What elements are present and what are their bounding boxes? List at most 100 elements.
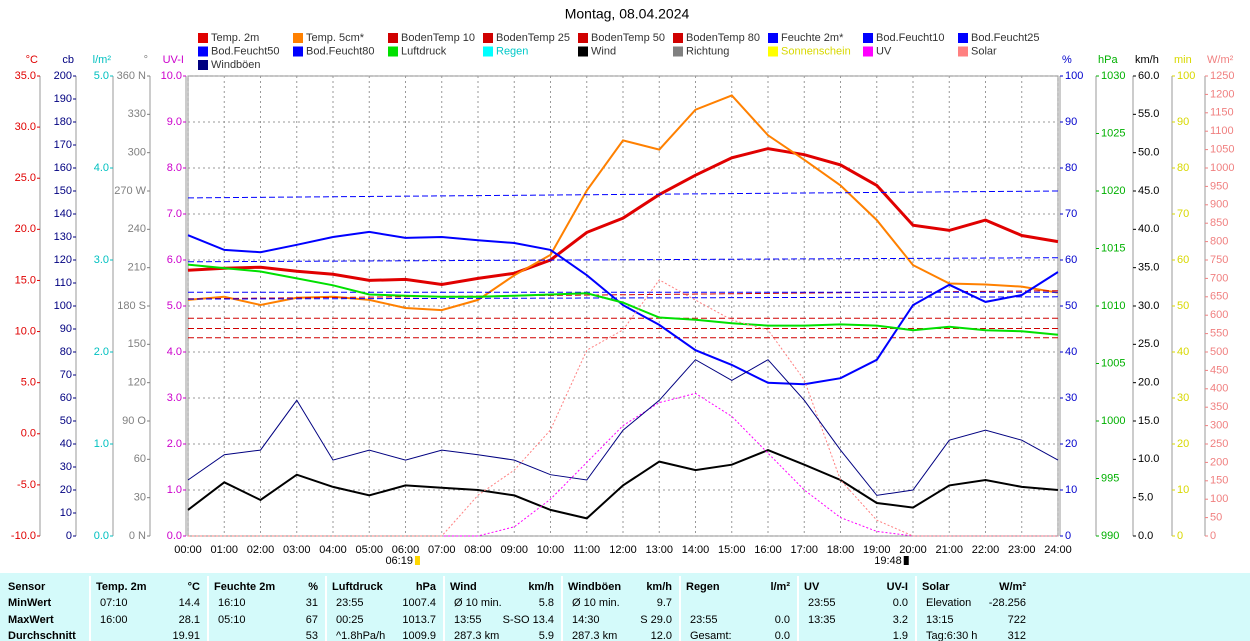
axis-tick-label: 100	[1177, 70, 1195, 82]
x-tick-label: 06:00	[392, 544, 420, 556]
table-cell: Ø 10 min.	[454, 597, 502, 609]
legend-label: Bod.Feucht80	[306, 45, 375, 57]
axis-tick-label: 60	[1177, 254, 1189, 266]
axis-tick-label: 80	[1065, 162, 1077, 174]
axis-tick-label: 50	[1177, 300, 1189, 312]
legend-swatch	[768, 33, 778, 43]
axis-tick-label: 35.0	[1138, 262, 1159, 274]
legend-swatch	[673, 33, 683, 43]
axis-tick-label: 30	[134, 492, 146, 504]
axis-tick-label: 20.0	[15, 223, 36, 235]
table-cell: 31	[306, 597, 318, 609]
axis-tick-label: -10.0	[11, 530, 36, 542]
axis-tick-label: 50.0	[1138, 147, 1159, 159]
table-cell: 287.3 km	[454, 630, 499, 641]
table-cell: 1.9	[893, 630, 908, 641]
axis-tick-label: 45.0	[1138, 185, 1159, 197]
axis-tick-label: 1000	[1101, 415, 1125, 427]
table-unit: W/m²	[999, 581, 1026, 593]
axis-tick-label: 1030	[1101, 70, 1125, 82]
legend-swatch	[958, 33, 968, 43]
legend-swatch	[958, 46, 968, 57]
legend-label: Bod.Feucht10	[876, 32, 945, 44]
table-header: Windböen	[568, 581, 621, 593]
legend-swatch	[673, 46, 683, 57]
axis-tick-label: 120	[54, 254, 72, 266]
axis-tick-label: 200	[1210, 456, 1228, 468]
legend-label: Sonnenschein	[781, 45, 851, 57]
axis-tick-label: 30	[1065, 392, 1077, 404]
series-line	[187, 257, 1059, 263]
axis-tick-label: 90	[1177, 116, 1189, 128]
table-header: Wind	[450, 581, 477, 593]
table-cell: S-SO 13.4	[503, 614, 554, 626]
legend-swatch	[863, 33, 873, 43]
axis-tick-label: 50	[60, 415, 72, 427]
axis-tick-label: 15.0	[15, 274, 36, 286]
x-tick-label: 03:00	[283, 544, 311, 556]
axis-tick-label: 990	[1101, 530, 1119, 542]
legend-swatch	[388, 46, 398, 57]
table-cell: ^1.8hPa/h	[336, 630, 385, 641]
axis-tick-label: 30.0	[15, 121, 36, 133]
axis-tick-label: 210	[128, 262, 146, 274]
table-cell: 287.3 km	[572, 630, 617, 641]
axis-tick-label: 40	[1177, 346, 1189, 358]
axis-tick-label: 190	[54, 93, 72, 105]
axis-tick-label: 0.0	[1138, 530, 1153, 542]
x-tick-label: 12:00	[609, 544, 637, 556]
table-unit: l/m²	[770, 581, 790, 593]
x-tick-label: 09:00	[500, 544, 528, 556]
axis-tick-label: 170	[54, 139, 72, 151]
axis-tick-label: 1200	[1210, 88, 1234, 100]
axis-tick-label: 80	[1177, 162, 1189, 174]
table-cell: 28.1	[179, 614, 200, 626]
axis-tick-label: 90 O	[122, 415, 146, 427]
axis-tick-label: 200	[54, 70, 72, 82]
x-tick-label: 19:00	[863, 544, 891, 556]
legend-swatch	[768, 46, 778, 57]
axis-tick-label: 130	[54, 231, 72, 243]
axis-tick-label: 30.0	[1138, 300, 1159, 312]
axis-tick-label: 70	[1065, 208, 1077, 220]
x-tick-label: 16:00	[754, 544, 782, 556]
table-cell: 14:30	[572, 614, 600, 626]
table-cell: 19.91	[172, 630, 200, 641]
sunset-label: 19:48	[874, 555, 902, 567]
table-cell: 9.7	[657, 597, 672, 609]
table-cell: 312	[1008, 630, 1026, 641]
table-cell: 3.2	[893, 614, 908, 626]
axis-title: W/m²	[1207, 54, 1234, 66]
axis-tick-label: 330	[128, 108, 146, 120]
axis-tick-label: 20	[1065, 438, 1077, 450]
legend-swatch	[578, 46, 588, 57]
axis-tick-label: 90	[60, 323, 72, 335]
table-cell: 05:10	[218, 614, 246, 626]
table-header: Regen	[686, 581, 720, 593]
x-tick-label: 13:00	[645, 544, 673, 556]
table-cell: 23:55	[336, 597, 364, 609]
table-cell: Gesamt:	[690, 630, 732, 641]
x-tick-label: 20:00	[899, 544, 927, 556]
x-tick-label: 15:00	[718, 544, 746, 556]
axis-tick-label: 1.0	[94, 438, 109, 450]
axis-tick-label: 270 W	[114, 185, 146, 197]
table-row-label: MinWert	[8, 597, 52, 609]
x-tick-label: 21:00	[935, 544, 963, 556]
axis-title: min	[1174, 54, 1192, 66]
axis-tick-label: 10	[60, 507, 72, 519]
axis-tick-label: 10.0	[1138, 453, 1159, 465]
table-cell: 16:00	[100, 614, 128, 626]
axis-title: %	[1062, 54, 1072, 66]
table-header: Sensor	[8, 581, 46, 593]
legend-swatch	[198, 46, 208, 57]
axis-tick-label: 100	[54, 300, 72, 312]
series-line	[187, 263, 1059, 336]
table-cell: 0.0	[775, 614, 790, 626]
table-cell: 0.0	[775, 630, 790, 641]
axis-tick-label: 15.0	[1138, 415, 1159, 427]
axis-tick-label: 350	[1210, 401, 1228, 413]
legend-label: BodenTemp 10	[401, 32, 475, 44]
legend-label: Wind	[591, 45, 616, 57]
